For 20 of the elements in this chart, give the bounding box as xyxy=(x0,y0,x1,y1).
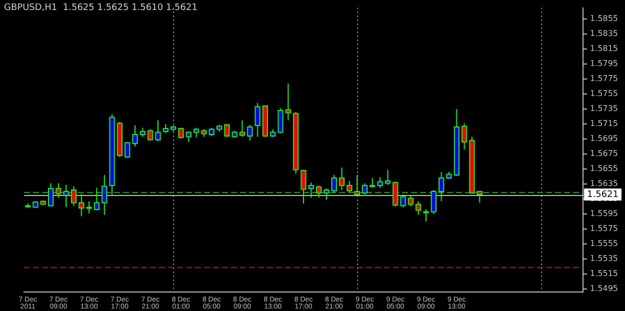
y-tick-label: 1.5835 xyxy=(590,29,618,38)
y-tick-label: 1.5535 xyxy=(590,254,618,264)
y-tick-label: 1.5735 xyxy=(590,104,618,114)
y-tick-label: 1.5815 xyxy=(590,44,618,54)
ref-line-label: 1.5621 xyxy=(587,190,619,200)
y-tick-label: 1.5675 xyxy=(590,149,618,158)
y-tick-label: 1.5575 xyxy=(590,224,618,234)
y-tick-label: 1.5515 xyxy=(590,269,618,278)
y-tick-label: 1.5775 xyxy=(590,74,618,84)
y-tick-label: 1.5595 xyxy=(590,209,618,218)
y-tick-label: 1.5555 xyxy=(590,239,618,248)
chart-title: GBPUSD,H1 1.5625 1.5625 1.5610 1.5621 xyxy=(4,3,198,13)
y-tick-label: 1.5695 xyxy=(590,134,618,144)
y-tick-label: 1.5635 xyxy=(590,179,618,188)
y-tick-label: 1.5795 xyxy=(590,59,618,68)
y-tick-label: 1.5755 xyxy=(590,89,618,98)
y-tick-label: 1.5855 xyxy=(590,14,618,24)
y-tick-label: 1.5495 xyxy=(590,284,618,294)
y-tick-label: 1.5715 xyxy=(590,119,618,128)
y-tick-label: 1.5655 xyxy=(590,164,618,174)
